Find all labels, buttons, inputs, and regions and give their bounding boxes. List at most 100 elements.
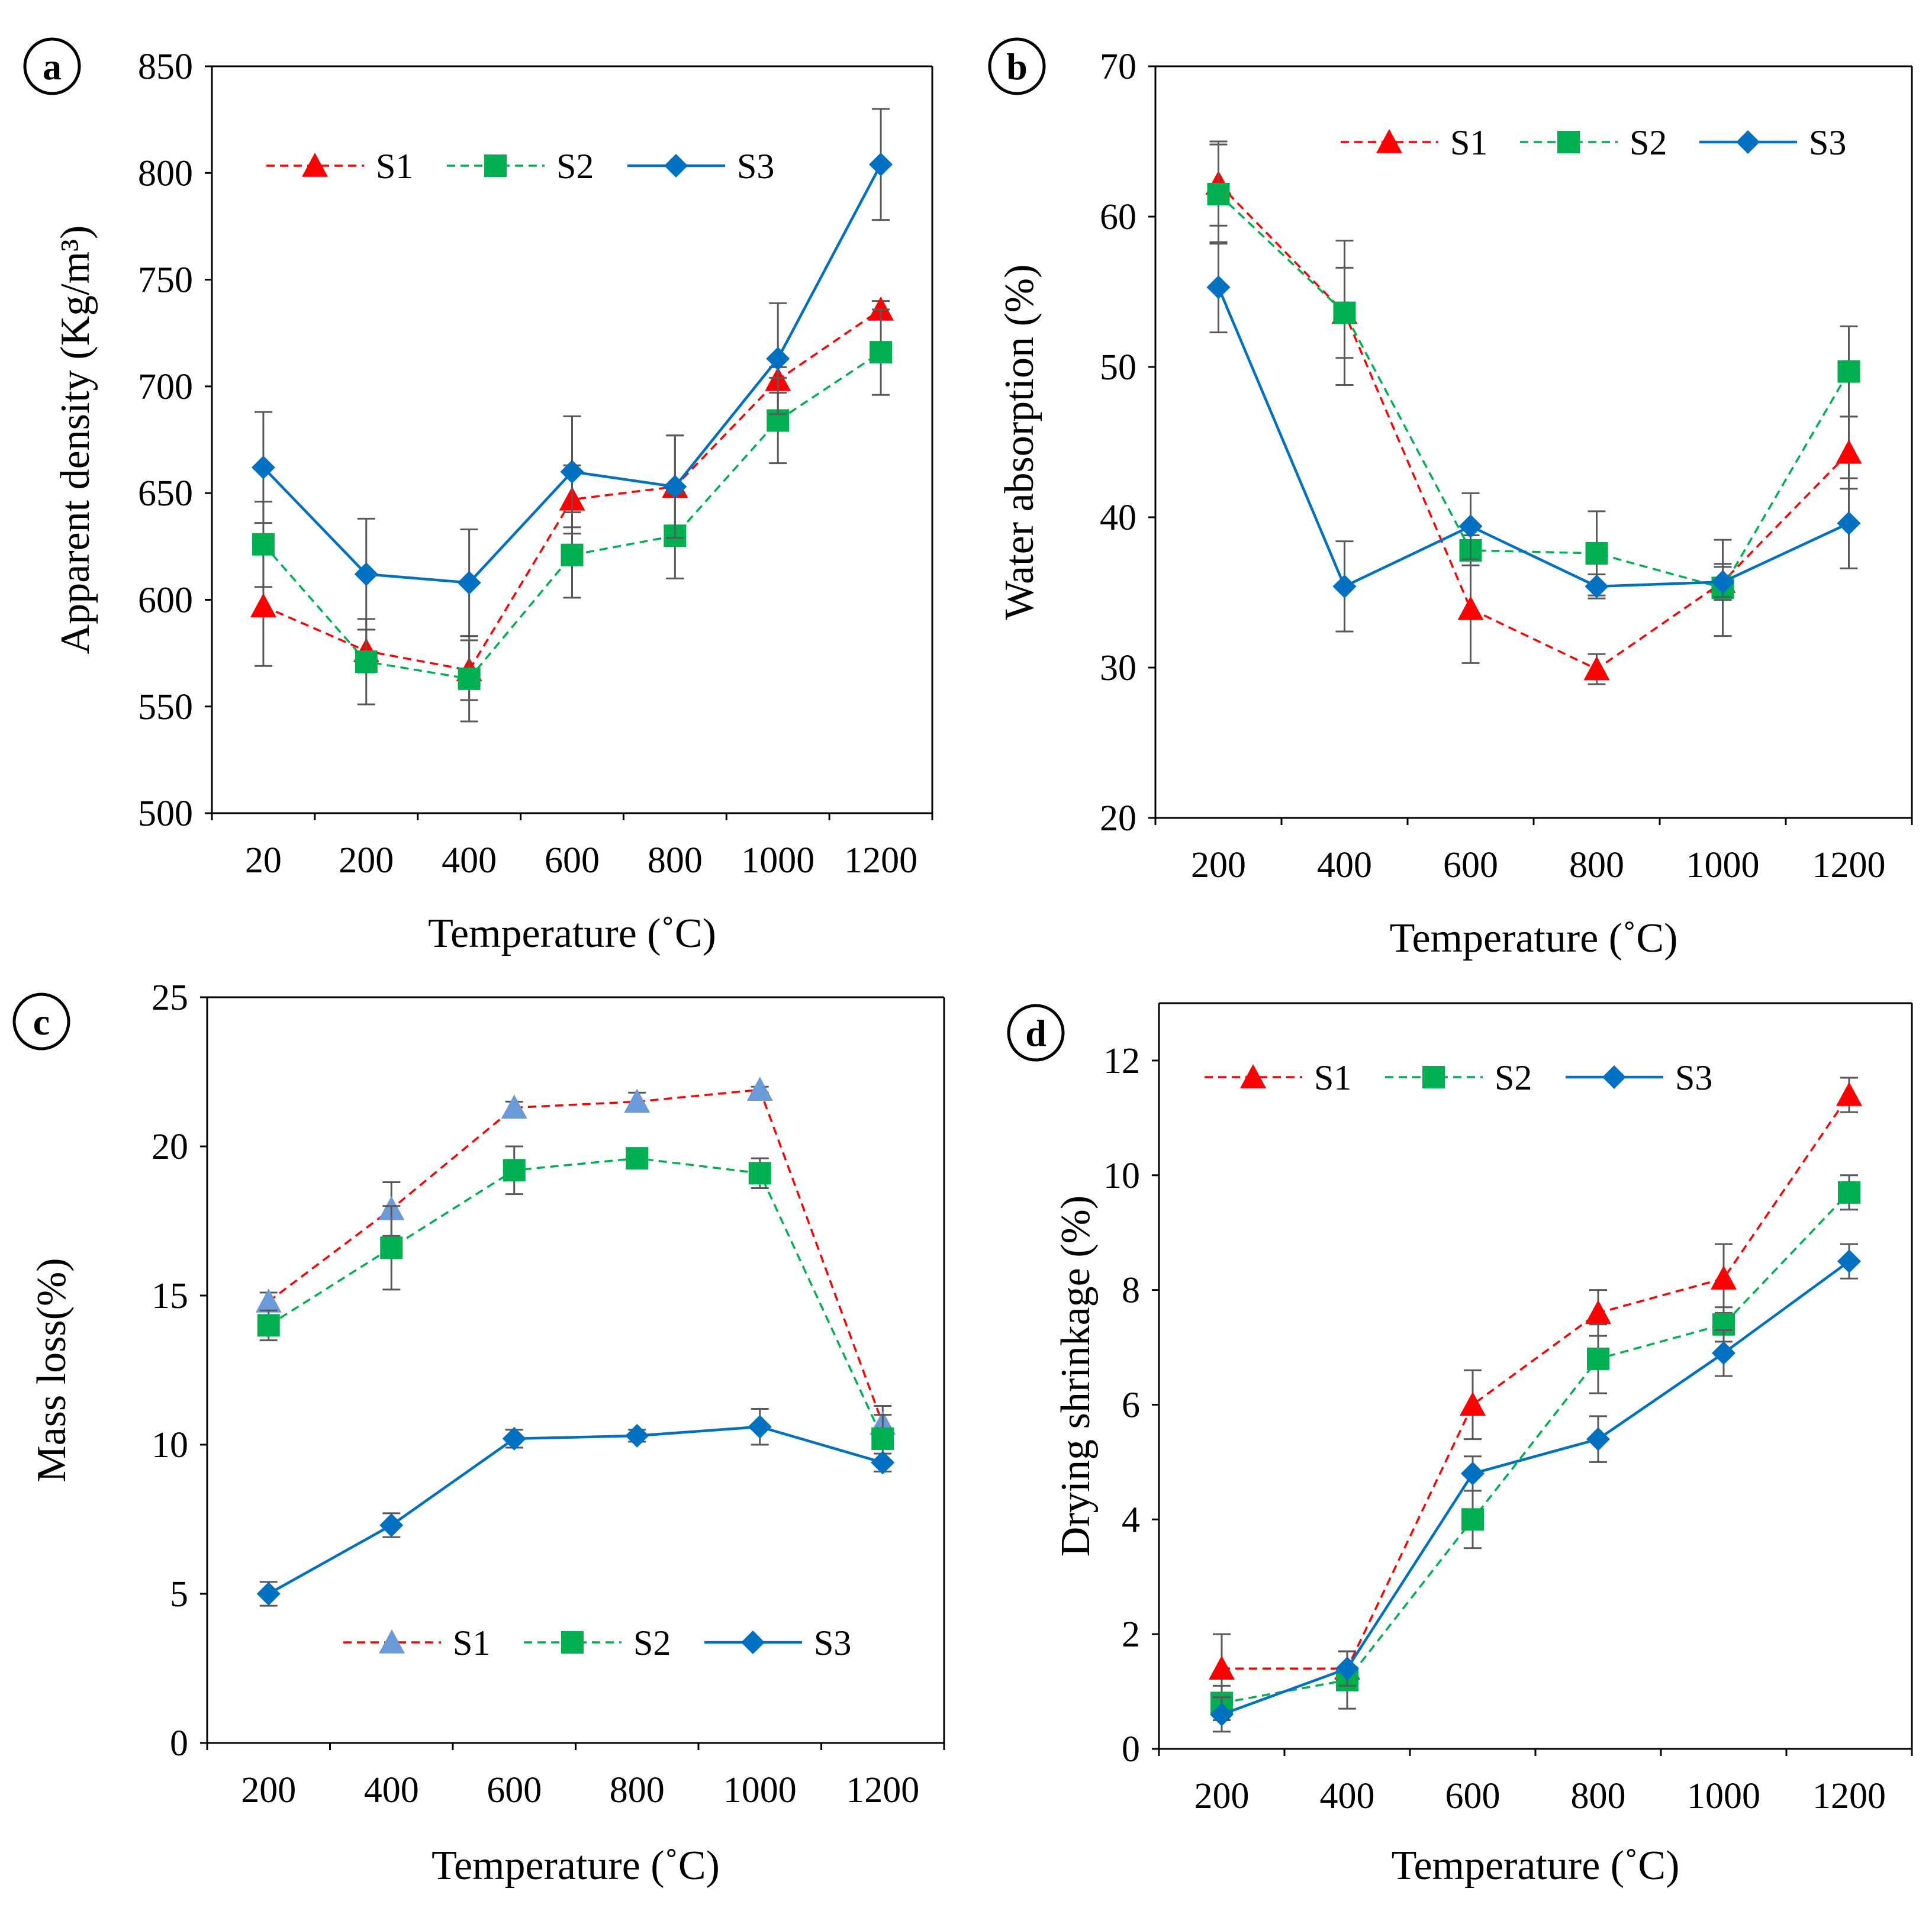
legend-marker [379,1629,405,1654]
data-point-marker [255,1288,282,1313]
data-point-marker [1837,360,1860,383]
series-line [268,1088,884,1425]
x-tick-label: 800 [1569,845,1624,885]
y-tick-label: 850 [138,47,193,87]
data-point-marker [1332,574,1357,598]
x-tick-label: 400 [364,1770,419,1810]
chart-panel-b: 20 30 40 50 60 70 200 400 600 800 1000 1200 Temperat… [988,37,1913,961]
x-axis-title: Temperature (˚C) [432,1843,720,1889]
legend: S1 S2 S3 [1205,1058,1712,1097]
y-tick-label: 500 [138,794,193,834]
y-tick-label: 60 [1100,197,1136,237]
series-line [1221,1260,1850,1716]
x-tick-label: 600 [1445,1776,1500,1816]
y-tick-label: 2 [1122,1615,1140,1655]
y-tick-label: 70 [1100,47,1136,87]
series-s3 [256,1408,895,1607]
data-point-marker [748,1162,771,1185]
x-tick-label: 200 [241,1770,296,1810]
data-point-marker [355,650,378,673]
y-axis-title: Water absorption (%) [997,265,1042,620]
y-tick-label: 50 [1100,347,1136,388]
y-tick-label: 550 [138,687,193,727]
data-point-marker [1837,1249,1861,1274]
data-point-marker [748,1414,772,1439]
y-tick-label: 20 [152,1127,188,1167]
legend-marker [1557,131,1580,153]
data-point-marker [626,1147,649,1170]
panel-letter-circle [1007,1004,1065,1062]
y-tick-label: 15 [152,1276,188,1316]
x-tick-label: 400 [1320,1776,1375,1816]
data-point-marker [1210,1702,1234,1726]
y-tick-label: 650 [138,473,193,514]
series-s3 [251,108,893,637]
legend-label: S3 [814,1623,851,1662]
x-tick-label: 1200 [846,1770,919,1810]
data-point-marker [1461,1508,1484,1531]
data-point-marker [869,152,893,176]
chart-panel-a: 500 550 600 650 700 750 800 850 20 200 400 600 800 10… [23,37,933,956]
data-point-marker [870,341,893,364]
data-point-marker [1585,542,1608,565]
data-point-marker [1583,656,1610,681]
y-tick-label: 30 [1100,648,1136,688]
data-point-marker [354,562,378,587]
data-point-marker [252,533,275,556]
data-point-marker [379,1513,404,1538]
x-tick-label: 600 [545,840,600,881]
x-tick-label: 1000 [1687,1776,1760,1816]
data-point-marker [1457,595,1484,620]
legend-marker [484,154,507,177]
series-line [268,1157,884,1439]
x-tick-label: 800 [1571,1776,1626,1816]
series-line [1221,1191,1850,1704]
series-s3 [1210,1243,1861,1733]
y-axis-title: Drying shrinkage (%) [1053,1196,1099,1557]
data-point-marker [1207,182,1230,205]
legend-marker [561,1631,584,1654]
data-point-marker [1711,570,1735,594]
data-point-marker [256,1582,281,1606]
panel-letter-circle [12,993,70,1051]
x-tick-label: 1200 [844,840,917,881]
data-point-marker [1586,1427,1610,1451]
data-point-marker [1836,1082,1862,1106]
series-s3 [1206,241,1861,633]
legend-label: S1 [1314,1058,1351,1097]
panel-letter-circle [23,37,81,95]
series-line [1218,193,1850,589]
y-tick-label: 10 [152,1425,188,1465]
legend: S1 S2 S3 [1341,123,1846,162]
data-point-marker [1585,574,1609,598]
data-point-marker [502,1426,526,1451]
data-point-marker [250,593,276,617]
data-point-marker [458,667,481,690]
data-point-marker [871,1427,894,1450]
data-point-marker [1209,1655,1235,1680]
data-point-marker [1711,1265,1737,1290]
y-axis-title: Mass loss(%) [29,1258,75,1482]
data-point-marker [625,1423,649,1448]
legend-label: S2 [1495,1058,1532,1097]
data-point-marker [503,1159,526,1182]
x-axis-title: Temperature (˚C) [1390,916,1678,961]
data-point-marker [663,475,687,499]
data-point-marker [1460,1391,1486,1416]
x-tick-label: 1000 [723,1770,797,1810]
y-tick-label: 0 [1122,1729,1140,1770]
data-point-marker [1838,1181,1860,1204]
legend-label: S3 [1809,123,1846,162]
legend-label: S1 [1450,123,1487,162]
y-tick-label: 12 [1103,1041,1140,1081]
data-point-marker [380,1236,403,1259]
legend-label: S1 [376,147,413,186]
y-axis-title: Apparent density (Kg/m³) [53,225,98,655]
y-tick-label: 600 [138,581,193,621]
legend-label: S2 [556,147,594,186]
x-tick-label: 20 [245,840,282,881]
y-tick-label: 4 [1122,1500,1140,1540]
legend: S1 S2 S3 [266,147,774,186]
x-tick-label: 400 [442,840,497,881]
chart-panel-d: 0 2 4 6 8 10 12 200 400 600 800 1000 1200 Temperature… [1007,1002,1913,1889]
